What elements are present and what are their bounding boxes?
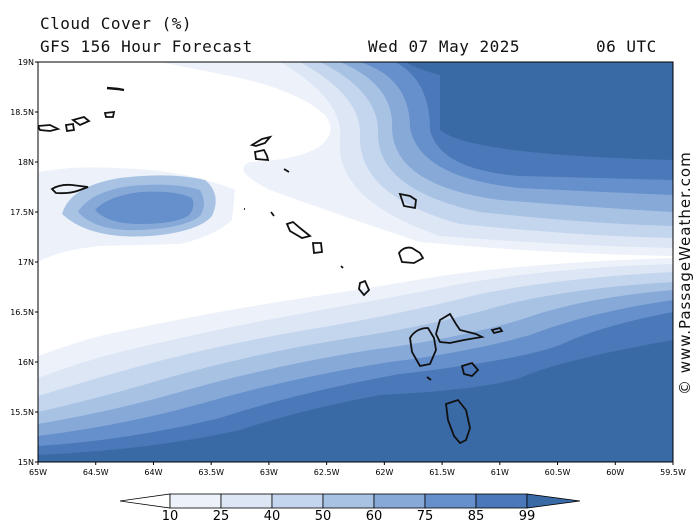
legend-level-label: 40 (264, 509, 281, 524)
legend-swatch (271, 493, 324, 509)
lat-label: 16N (18, 358, 34, 367)
island-st-croix (50, 183, 89, 195)
legend-level-label: 10 (162, 509, 179, 524)
legend-level-label: 50 (315, 509, 332, 524)
land-outlines (38, 86, 504, 445)
legend-level-label: 60 (366, 509, 383, 524)
map-title: Cloud Cover (%) (40, 14, 192, 33)
island-st-martin (253, 148, 270, 162)
lon-label: 64.5W (83, 468, 109, 477)
legend-level-label: 75 (417, 509, 434, 524)
color-legend: 10 25 40 50 60 75 85 99 (119, 493, 581, 524)
forecast-time: 06 UTC (596, 37, 657, 56)
lon-label: 61W (491, 468, 509, 477)
legend-max-arrow (526, 493, 581, 509)
lat-label: 15N (18, 458, 34, 467)
longitude-axis: 65W 64.5W 64W 63.5W 63W 62.5W 62W 61.5W 61W 60.5W… (29, 462, 686, 477)
island-virgin-small (103, 110, 116, 118)
forecast-date: Wed 07 May 2025 (368, 37, 520, 56)
lon-label: 62.5W (314, 468, 340, 477)
lat-label: 15.5N (10, 408, 34, 417)
island-virgin-mid (64, 122, 76, 133)
island-les-saintes (426, 376, 432, 381)
lon-label: 63.5W (198, 468, 224, 477)
clear-zone (38, 62, 673, 356)
cloud-southeast-dark (300, 379, 673, 462)
legend-min-arrow (119, 493, 171, 509)
island-virgin-west (38, 124, 61, 132)
lon-label: 61.5W (429, 468, 455, 477)
island-anguilla (249, 135, 273, 147)
lon-label: 63W (260, 468, 278, 477)
lon-label: 64W (144, 468, 162, 477)
lon-label: 60W (606, 468, 624, 477)
lon-label: 60.5W (545, 468, 571, 477)
island-dominica (445, 398, 471, 445)
lat-label: 19N (18, 58, 34, 67)
island-barbuda (398, 192, 417, 210)
forecast-subtitle: GFS 156 Hour Forecast (40, 37, 253, 56)
island-desirade (490, 326, 504, 335)
legend-swatch (169, 493, 222, 509)
lat-label: 17.5N (10, 208, 34, 217)
legend-swatch (322, 493, 375, 509)
legend-swatch (424, 493, 477, 509)
legend-level-label: 25 (213, 509, 230, 524)
lat-label: 18.5N (10, 108, 34, 117)
lon-label: 62W (375, 468, 393, 477)
island-st-kitts (285, 220, 312, 239)
island-redonda (340, 265, 344, 269)
cloud-blob-west-core (95, 191, 194, 224)
lat-label: 18N (18, 158, 34, 167)
island-marie-galante (460, 361, 480, 377)
lon-label: 65W (29, 468, 47, 477)
island-virgin-east (70, 116, 91, 127)
island-statia (270, 211, 275, 217)
island-nevis (312, 242, 323, 255)
island-antigua (398, 246, 425, 264)
island-guadeloupe-grande-terre (435, 312, 485, 344)
lat-label: 16.5N (10, 308, 34, 317)
lon-label: 59.5W (660, 468, 686, 477)
legend-swatch (373, 493, 426, 509)
island-st-barths (283, 168, 290, 173)
legend-swatch (475, 493, 528, 509)
legend-level-label: 85 (468, 509, 485, 524)
legend-level-label: 99 (519, 509, 536, 524)
lat-label: 17N (18, 258, 34, 267)
cloud-field (38, 62, 673, 462)
island-guadeloupe-basse-terre (409, 327, 437, 368)
latitude-axis: 19N 18.5N 18N 17.5N 17N 16.5N 16N 15.5N 15N (10, 58, 38, 467)
island-montserrat (358, 279, 371, 297)
legend-swatch (220, 493, 273, 509)
island-anegada (106, 86, 125, 92)
